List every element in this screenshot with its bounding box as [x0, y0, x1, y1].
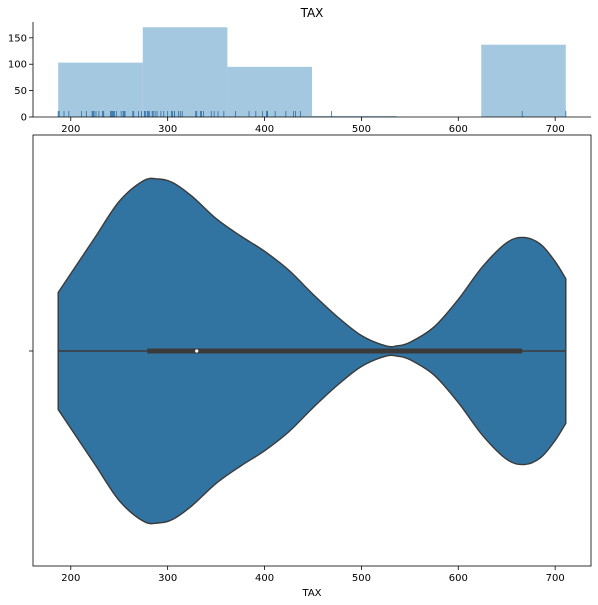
- histogram-bar: [481, 44, 566, 117]
- violin-x-tick-label: 600: [449, 573, 468, 584]
- histogram-y-tick-label: 150: [8, 33, 27, 44]
- histogram-x-tick-label: 400: [255, 124, 274, 135]
- violin-x-axis-label: TAX: [301, 588, 321, 599]
- violin-x-tick-label: 400: [255, 573, 274, 584]
- histogram-y-tick-label: 0: [21, 113, 27, 124]
- histogram-y-tick-label: 100: [8, 60, 27, 71]
- violin-panel: 200 300 400 500 600 700 TAX: [29, 134, 592, 599]
- rug-marks: [57, 111, 567, 117]
- histogram-bar: [227, 66, 312, 117]
- histogram-title: TAX: [300, 6, 324, 20]
- histogram-bar: [312, 115, 397, 117]
- violin-x-tick-label: 700: [546, 573, 565, 584]
- violin-axes: 200 300 400 500 600 700: [29, 134, 592, 584]
- histogram-axes: 0 50 100 150 200 300 400 500 600 700: [8, 22, 591, 135]
- violin-x-tick-label: 500: [352, 573, 371, 584]
- violin-x-tick-label: 200: [61, 573, 80, 584]
- histogram-x-tick-label: 600: [449, 124, 468, 135]
- histogram-bar: [142, 27, 228, 117]
- histogram-bar: [58, 62, 143, 117]
- histogram-x-tick-label: 200: [61, 124, 80, 135]
- histogram-bars: [58, 27, 566, 117]
- histogram-x-tick-label: 300: [158, 124, 177, 135]
- violin-boxplot: [58, 348, 566, 354]
- violin-median-point: [195, 349, 199, 353]
- histogram-y-tick-label: 50: [14, 86, 27, 97]
- histogram-panel: TAX 0 50 100 150 200 300 400 500 600 700: [8, 6, 591, 135]
- violin-frame: [32, 134, 592, 567]
- violin-x-tick-label: 300: [158, 573, 177, 584]
- histogram-x-tick-label: 500: [352, 124, 371, 135]
- histogram-x-tick-label: 700: [546, 124, 565, 135]
